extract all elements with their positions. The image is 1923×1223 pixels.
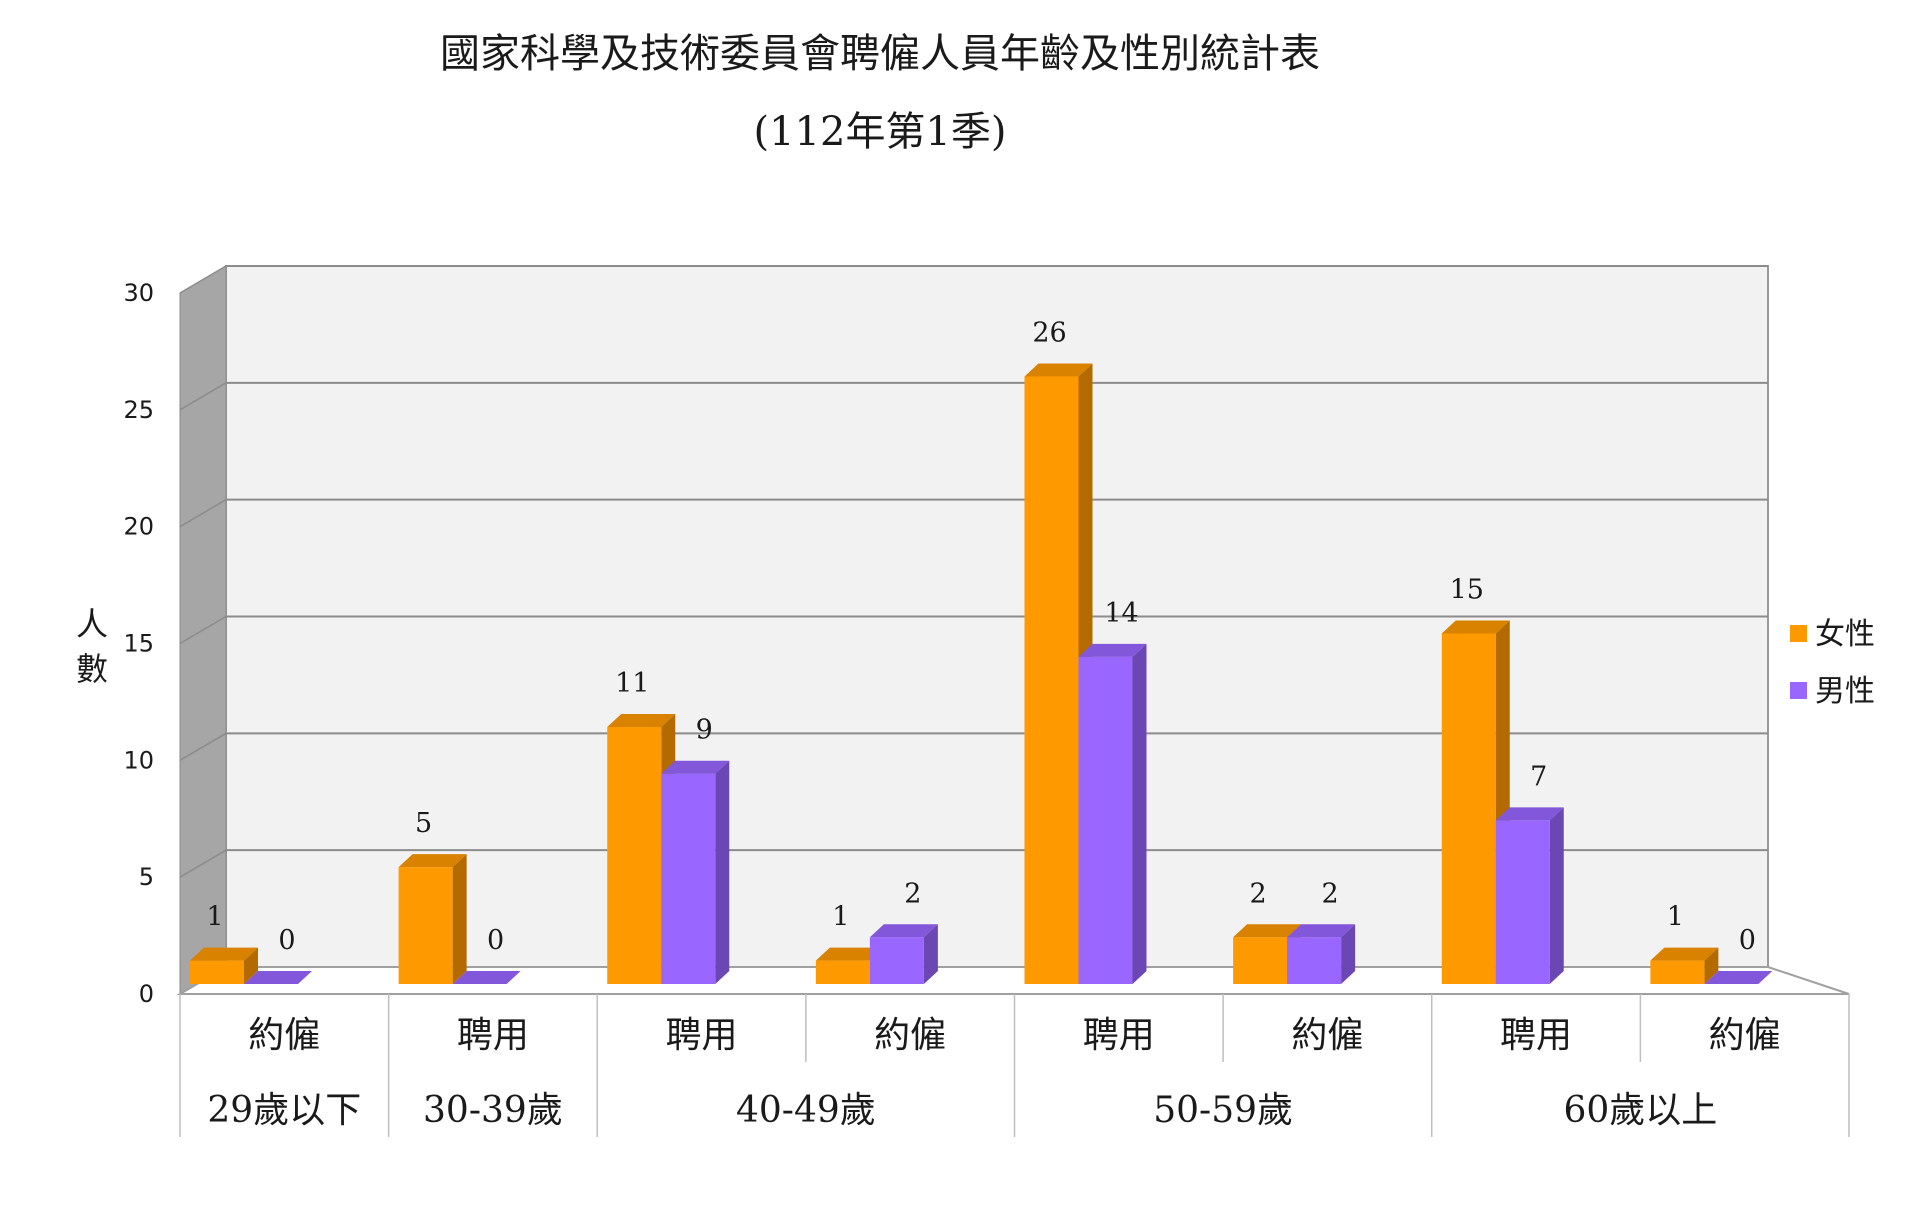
y-axis-ticks: 0 5 10 15 20 25 30 [123,279,154,1008]
bar-male [1287,924,1356,984]
gridlines [179,265,1768,878]
gridline-side [179,615,227,645]
group-label: 29歲以下 [207,1090,361,1131]
bar-male [1495,807,1564,984]
data-label: 0 [278,925,295,956]
y-tick-label: 15 [123,630,154,658]
data-label: 5 [415,808,432,839]
data-label: 1 [832,902,849,933]
bar-male [452,971,521,984]
legend-label-male: 男性 [1815,674,1875,709]
bar-male [1704,971,1773,984]
y-tick-label: 30 [123,279,154,307]
category-label: 聘用 [1083,1015,1155,1056]
category-label: 聘用 [666,1015,738,1056]
bar-male [244,971,312,984]
y-tick-label: 10 [123,746,154,774]
gridline-side [179,382,227,411]
y-tick-label: 0 [139,980,154,1008]
y-axis-label: 人數 [76,605,108,688]
data-label: 15 [1450,575,1484,606]
group-label: 30-39歲 [423,1090,563,1131]
data-label: 0 [1739,925,1756,956]
data-label: 0 [487,925,504,956]
bar-male [869,924,938,984]
data-label: 14 [1104,598,1138,629]
chart-subtitle: (112年第1季) [753,109,1006,155]
bar-female [398,854,467,984]
y-tick-label: 25 [123,396,154,424]
data-label: 26 [1032,317,1066,348]
category-label: 聘用 [457,1015,529,1056]
bar-male [661,760,730,984]
data-label: 9 [696,715,713,746]
group-label: 60歲以上 [1563,1090,1717,1131]
legend: 女性 男性 [1790,617,1875,709]
gridline-side [179,265,227,294]
y-tick-label: 20 [123,513,154,541]
data-label: 2 [904,878,921,909]
data-label: 11 [615,668,649,699]
group-label: 50-59歲 [1153,1090,1293,1131]
data-label: 7 [1530,761,1547,792]
category-table: 約僱 聘用 聘用 約僱 聘用 約僱 聘用 約僱 29歲以下 30-39歲 40-49歲 50-59歲 6… [179,994,1850,1137]
data-label: 2 [1322,878,1339,909]
gridline-side [179,732,227,761]
category-label: 約僱 [1709,1015,1781,1056]
category-label: 約僱 [874,1015,946,1056]
legend-swatch-female [1790,625,1807,642]
data-label: 1 [1667,902,1684,933]
bar-male [1078,643,1147,984]
bar-female [1650,947,1719,984]
data-label: 1 [206,902,223,933]
gridline-side [179,849,227,878]
category-label: 約僱 [248,1015,320,1056]
gridline-side [179,499,227,528]
legend-swatch-male [1790,682,1807,699]
data-label: 2 [1250,878,1267,909]
legend-label-female: 女性 [1815,617,1875,652]
chart-title: 國家科學及技術委員會聘僱人員年齡及性別統計表 [440,31,1320,77]
y-tick-label: 5 [139,863,154,891]
group-label: 40-49歲 [736,1090,876,1131]
category-label: 聘用 [1500,1015,1572,1056]
bars [190,363,1773,984]
category-label: 約僱 [1291,1015,1363,1056]
bar-female [190,947,258,984]
